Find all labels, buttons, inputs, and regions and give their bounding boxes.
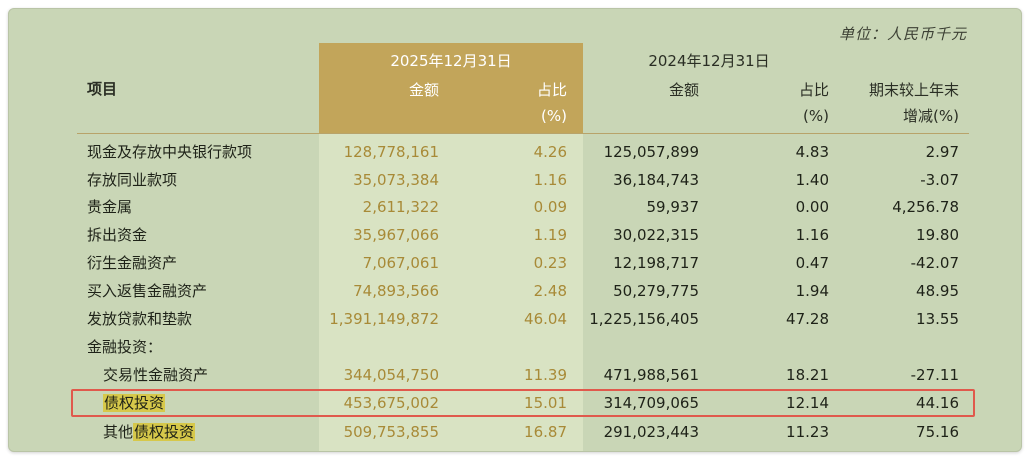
- cell-amount-2025: 1,391,149,872: [329, 310, 439, 328]
- cell-amount-2025: 344,054,750: [343, 366, 439, 384]
- cell-ratio-2024: 1.94: [795, 282, 829, 300]
- cell-change: 13.55: [916, 310, 959, 328]
- cell-ratio-2025: 15.01: [524, 394, 567, 412]
- cell-amount-2024: 59,937: [646, 198, 700, 216]
- row-label-prefix: 其他: [103, 423, 134, 441]
- cell-ratio-2025: 16.87: [524, 423, 567, 441]
- header-ratio-2024: 占比: [798, 81, 829, 99]
- cell-ratio-2025: 1.19: [533, 226, 567, 244]
- cell-ratio-2025: 2.48: [533, 282, 567, 300]
- header-amount-2025: 金额: [408, 81, 439, 99]
- header-2025-block: [319, 43, 583, 134]
- cell-amount-2024: 471,988,561: [603, 366, 699, 384]
- cell-change: -3.07: [920, 171, 959, 189]
- cell-ratio-2024: 0.00: [795, 198, 829, 216]
- header-amount-2024: 金额: [668, 81, 699, 99]
- header-divider: [77, 133, 969, 134]
- row-label: 其他债权投资: [103, 423, 196, 441]
- header-ratio-unit-2025: (%): [541, 107, 567, 125]
- header-date-2024: 2024年12月31日: [648, 52, 770, 70]
- cell-amount-2024: 50,279,775: [613, 282, 699, 300]
- cell-change: 19.80: [916, 226, 959, 244]
- cell-amount-2025: 74,893,566: [353, 282, 439, 300]
- cell-ratio-2025: 0.23: [533, 254, 567, 272]
- cell-amount-2025: 128,778,161: [343, 143, 439, 161]
- cell-amount-2025: 35,967,066: [353, 226, 439, 244]
- cell-ratio-2025: 11.39: [524, 366, 567, 384]
- cell-ratio-2025: 0.09: [533, 198, 567, 216]
- cell-change: -27.11: [910, 366, 959, 384]
- cell-ratio-2024: 47.28: [786, 310, 829, 328]
- row-label: 衍生金融资产: [87, 254, 178, 272]
- row-label-section: 金融投资：: [87, 338, 163, 356]
- red-highlight-box: [71, 389, 975, 417]
- row-label: 债权投资: [103, 394, 166, 412]
- cell-amount-2025: 2,611,322: [362, 198, 439, 216]
- row-label: 交易性金融资产: [103, 366, 209, 384]
- cell-ratio-2024: 12.14: [786, 394, 829, 412]
- cell-ratio-2025: 46.04: [524, 310, 567, 328]
- row-label: 发放贷款和垫款: [87, 310, 193, 328]
- cell-ratio-2024: 11.23: [786, 423, 829, 441]
- cell-ratio-2024: 1.40: [795, 171, 829, 189]
- cell-change: 75.16: [916, 423, 959, 441]
- cell-amount-2024: 314,709,065: [603, 394, 699, 412]
- cell-amount-2024: 291,023,443: [603, 423, 699, 441]
- header-item: 项目: [87, 80, 118, 98]
- cell-amount-2024: 125,057,899: [603, 143, 699, 161]
- cell-ratio-2024: 18.21: [786, 366, 829, 384]
- row-label: 现金及存放中央银行款项: [87, 143, 253, 161]
- cell-ratio-2025: 1.16: [533, 171, 567, 189]
- header-ratio-2025: 占比: [536, 81, 567, 99]
- cell-change: 48.95: [916, 282, 959, 300]
- header-change-line2: 增减(%): [903, 107, 959, 125]
- row-label-highlight: 债权投资: [103, 394, 166, 412]
- cell-amount-2025: 509,753,855: [343, 423, 439, 441]
- row-label-highlight: 债权投资: [133, 423, 196, 441]
- cell-amount-2024: 36,184,743: [613, 171, 699, 189]
- row-label: 买入返售金融资产: [87, 282, 208, 300]
- cell-change: -42.07: [910, 254, 959, 272]
- row-label: 存放同业款项: [87, 171, 178, 189]
- header-ratio-unit-2024: (%): [803, 107, 829, 125]
- cell-amount-2024: 30,022,315: [613, 226, 699, 244]
- cell-change: 2.97: [925, 143, 959, 161]
- cell-ratio-2024: 0.47: [795, 254, 829, 272]
- cell-amount-2025: 35,073,384: [353, 171, 439, 189]
- cell-amount-2025: 7,067,061: [362, 254, 439, 272]
- table-image-frame: 单位：人民币千元 项目 2025年12月31日 金额 占比 (%) 2024年1…: [8, 8, 1022, 452]
- cell-change: 4,256.78: [892, 198, 959, 216]
- row-label: 拆出资金: [87, 226, 148, 244]
- cell-ratio-2024: 1.16: [795, 226, 829, 244]
- header-date-2025: 2025年12月31日: [390, 52, 512, 70]
- cell-ratio-2025: 4.26: [533, 143, 567, 161]
- header-change-line1: 期末较上年末: [868, 81, 959, 99]
- cell-ratio-2024: 4.83: [795, 143, 829, 161]
- row-label: 贵金属: [87, 198, 133, 216]
- cell-change: 44.16: [916, 394, 959, 412]
- unit-label: 单位：人民币千元: [838, 25, 967, 43]
- cell-amount-2024: 12,198,717: [613, 254, 699, 272]
- cell-amount-2024: 1,225,156,405: [589, 310, 699, 328]
- cell-amount-2025: 453,675,002: [343, 394, 439, 412]
